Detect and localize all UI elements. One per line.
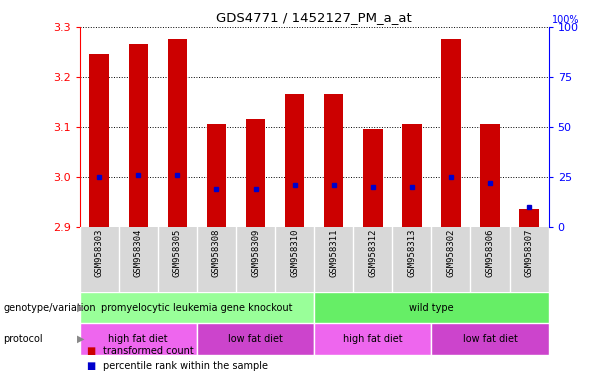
Text: GSM958303: GSM958303: [95, 228, 104, 277]
Text: transformed count: transformed count: [103, 346, 194, 356]
Text: GSM958313: GSM958313: [408, 228, 416, 277]
Text: ▶: ▶: [77, 303, 84, 313]
Text: GSM958306: GSM958306: [485, 228, 495, 277]
Text: GSM958305: GSM958305: [173, 228, 182, 277]
Bar: [246, 119, 265, 227]
Text: GSM958310: GSM958310: [290, 228, 299, 277]
Bar: [80, 292, 314, 323]
Text: wild type: wild type: [409, 303, 454, 313]
Text: GSM958304: GSM958304: [134, 228, 143, 277]
Bar: [324, 94, 343, 227]
Text: low fat diet: low fat diet: [463, 334, 517, 344]
Text: ■: ■: [86, 361, 95, 371]
Bar: [363, 129, 383, 227]
Text: high fat diet: high fat diet: [109, 334, 168, 344]
Title: GDS4771 / 1452127_PM_a_at: GDS4771 / 1452127_PM_a_at: [216, 11, 412, 24]
Bar: [441, 39, 461, 227]
Text: 100%: 100%: [552, 15, 579, 25]
Text: promyelocytic leukemia gene knockout: promyelocytic leukemia gene knockout: [101, 303, 292, 313]
Text: ■: ■: [86, 346, 95, 356]
Bar: [314, 292, 549, 323]
Bar: [129, 44, 148, 227]
Text: GSM958312: GSM958312: [368, 228, 377, 277]
Bar: [519, 209, 539, 227]
Text: GSM958309: GSM958309: [251, 228, 260, 277]
Bar: [89, 54, 109, 227]
Bar: [167, 39, 187, 227]
Text: protocol: protocol: [3, 334, 43, 344]
Text: GSM958311: GSM958311: [329, 228, 338, 277]
Text: low fat diet: low fat diet: [228, 334, 283, 344]
Bar: [197, 323, 314, 355]
Text: high fat diet: high fat diet: [343, 334, 403, 344]
Bar: [207, 124, 226, 227]
Bar: [432, 323, 549, 355]
Text: GSM958308: GSM958308: [212, 228, 221, 277]
Bar: [480, 124, 500, 227]
Bar: [285, 94, 305, 227]
Bar: [314, 323, 432, 355]
Text: ▶: ▶: [77, 334, 84, 344]
Bar: [80, 323, 197, 355]
Text: genotype/variation: genotype/variation: [3, 303, 96, 313]
Text: GSM958302: GSM958302: [446, 228, 455, 277]
Text: percentile rank within the sample: percentile rank within the sample: [103, 361, 268, 371]
Text: GSM958307: GSM958307: [525, 228, 533, 277]
Bar: [402, 124, 422, 227]
